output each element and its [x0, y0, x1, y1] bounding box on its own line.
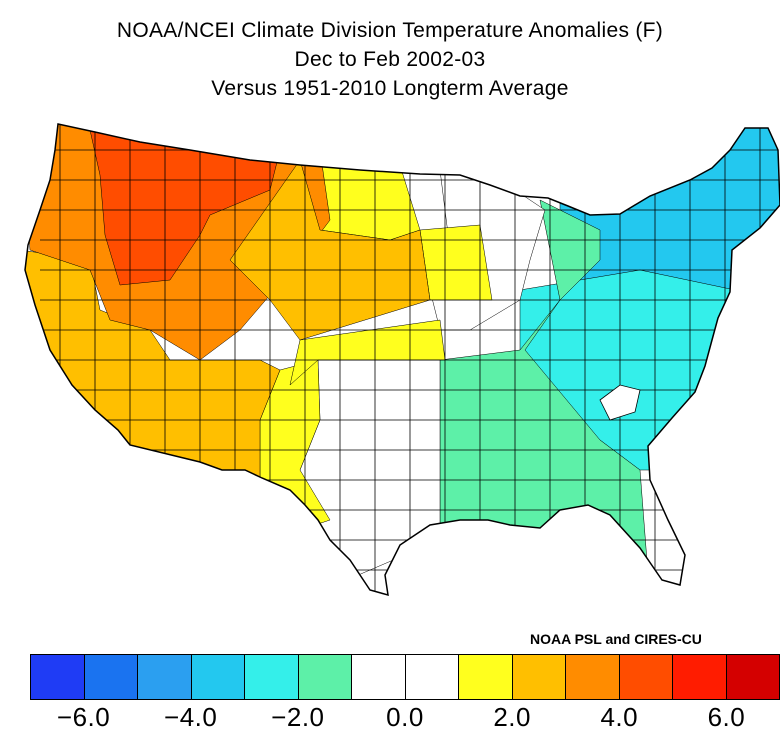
map-title: NOAA/NCEI Climate Division Temperature A… — [0, 16, 780, 103]
title-line-3: Versus 1951-2010 Longterm Average — [211, 77, 569, 100]
title-line-2: Dec to Feb 2002-03 — [294, 48, 486, 71]
legend-swatch-9 — [459, 655, 513, 699]
legend-swatch-2 — [84, 655, 138, 699]
color-scale-legend — [30, 654, 780, 700]
legend-swatch-12 — [619, 655, 673, 699]
legend-swatch-8 — [405, 655, 459, 699]
legend-swatch-13 — [673, 655, 727, 699]
region-mississippi-gulf — [439, 199, 651, 595]
legend-swatch-4 — [191, 655, 245, 699]
legend-tick-label: −6.0 — [56, 702, 111, 732]
legend-tick-label: 6.0 — [707, 702, 746, 732]
region-northern-rockies — [89, 129, 281, 286]
legend-tick-label: 4.0 — [600, 702, 639, 732]
region-carolina-white-patch — [599, 384, 641, 421]
legend-swatch-11 — [566, 655, 620, 699]
legend-swatch-6 — [298, 655, 352, 699]
legend-tick-labels: −6.0 −4.0 −2.0 0.0 2.0 4.0 6.0 — [0, 700, 780, 740]
legend-tick-label: −2.0 — [271, 702, 325, 732]
legend-tick-label: 0.0 — [386, 702, 424, 732]
legend-tick-label: 2.0 — [493, 702, 531, 732]
legend-swatch-1 — [31, 655, 85, 699]
legend-swatch-3 — [138, 655, 192, 699]
legend-swatch-7 — [352, 655, 406, 699]
legend-swatch-14 — [726, 655, 780, 699]
legend-swatch-5 — [245, 655, 299, 699]
title-line-1: NOAA/NCEI Climate Division Temperature A… — [116, 19, 664, 42]
legend-swatch-10 — [512, 655, 566, 699]
region-iowa-missouri — [419, 224, 493, 301]
us-climate-division-map — [24, 123, 780, 596]
data-credit: NOAA PSL and CIRES-CU — [530, 631, 702, 647]
legend-tick-label: −4.0 — [164, 702, 218, 732]
